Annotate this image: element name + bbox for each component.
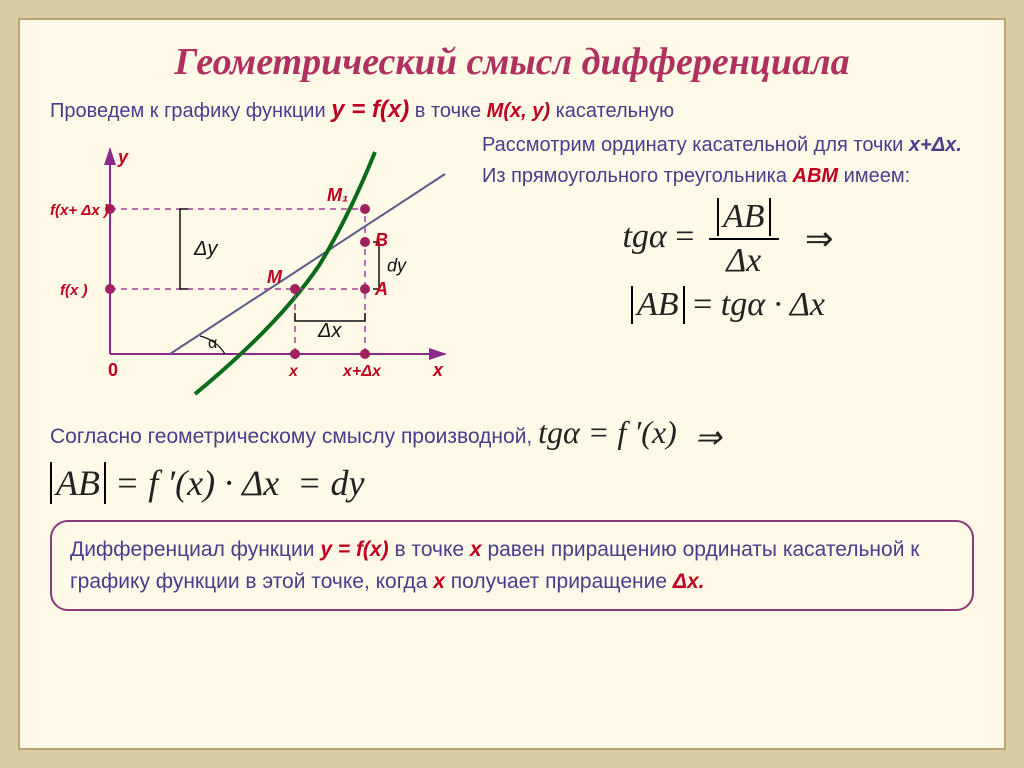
right-p2a: Из прямоугольного треугольника — [482, 165, 793, 187]
c-dx: Δx. — [673, 570, 705, 593]
eq1-den: Δx — [709, 240, 779, 280]
intro-fn: y = f(x) — [331, 96, 409, 123]
svg-text:B: B — [375, 230, 388, 250]
right-p2b: имеем: — [838, 165, 910, 187]
mid-line: Согласно геометрическому смыслу производ… — [50, 414, 974, 456]
intro-c: касательную — [556, 100, 675, 122]
c-x2: x — [433, 570, 445, 593]
svg-text:Δy: Δy — [193, 238, 218, 260]
c-t1: Дифференциал функции — [70, 538, 320, 561]
svg-text:f(x ): f(x ) — [60, 282, 88, 299]
svg-text:f(x+ Δx ): f(x+ Δx ) — [50, 202, 109, 219]
intro-pt: M(x, y) — [487, 100, 550, 122]
svg-text:y: y — [117, 147, 129, 167]
right-p1: Рассмотрим ординату касательной для точк… — [482, 134, 974, 157]
right-p1a: Рассмотрим ординату касательной для точк… — [482, 134, 909, 156]
svg-text:M: M — [267, 267, 283, 287]
svg-text:x: x — [288, 363, 299, 380]
eq1-num: AB — [717, 198, 771, 236]
mid-t1: Согласно геометрическому смыслу производ… — [50, 425, 538, 448]
svg-text:dy: dy — [387, 256, 407, 276]
c-t4: получает приращение — [445, 570, 673, 593]
svg-text:x: x — [432, 360, 444, 380]
arrow-icon: ⇒ — [805, 219, 834, 259]
right-p1b: x+Δx. — [909, 134, 962, 156]
final-ab: AB — [50, 462, 106, 504]
conclusion-box: Дифференциал функции y = f(x) в точке x … — [50, 520, 974, 611]
intro-text: Проведем к графику функции y = f(x) в то… — [50, 96, 974, 124]
right-p2: Из прямоугольного треугольника ABM имеем… — [482, 165, 974, 188]
svg-text:A: A — [374, 279, 388, 299]
c-x: x — [470, 538, 482, 561]
svg-text:x+Δx: x+Δx — [342, 363, 382, 380]
page-title: Геометрический смысл дифференциала — [50, 40, 974, 84]
intro-b: в точке — [415, 100, 487, 122]
intro-a: Проведем к графику функции — [50, 100, 331, 122]
right-column: Рассмотрим ординату касательной для точк… — [470, 134, 974, 404]
eq1-lhs: tgα — [622, 218, 666, 255]
final-mid: = f ′(x) · Δx — [106, 463, 288, 503]
right-abm: ABM — [793, 165, 839, 187]
arrow-icon: ⇒ — [695, 418, 722, 456]
diagram: y x 0 f(x ) f(x+ Δx ) x x+Δx M A B M₁ Δy Δx dy α — [50, 134, 470, 404]
svg-text:M₁: M₁ — [327, 185, 348, 205]
svg-text:Δx: Δx — [317, 320, 342, 342]
final-expr: AB = f ′(x) · Δx = dy — [50, 462, 974, 504]
svg-text:0: 0 — [108, 360, 118, 380]
mid-eq: tgα = f ′(x) — [538, 414, 677, 450]
c-t2: в точке — [389, 538, 470, 561]
eq2: AB = tgα · Δx — [482, 286, 974, 324]
svg-text:α: α — [208, 335, 217, 352]
eq1: tgα = AB Δx ⇒ — [482, 198, 974, 280]
math-block: tgα = AB Δx ⇒ AB = tgα · Δx — [482, 198, 974, 324]
final-rhs: = dy — [297, 463, 364, 503]
c-fn: y = f(x) — [320, 538, 388, 561]
